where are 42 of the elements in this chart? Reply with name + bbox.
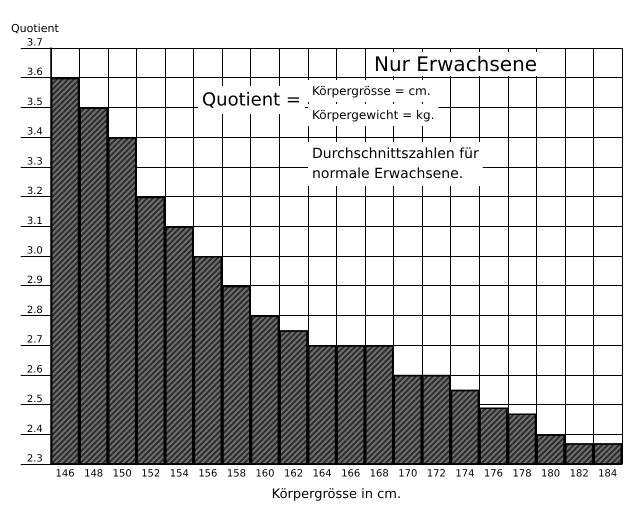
x-tick-label: 178	[512, 468, 532, 480]
x-tick-label: 180	[541, 468, 560, 480]
x-tick-label: 154	[170, 468, 189, 480]
x-tick-label: 172	[426, 468, 446, 480]
y-tick-label: 3.5	[26, 96, 43, 108]
x-tick-label: 160	[255, 468, 275, 480]
y-tick-label: 2.7	[26, 334, 43, 346]
x-tick-label: 148	[84, 468, 104, 480]
y-tick-label: 2.4	[26, 424, 43, 435]
x-tick-label: 174	[455, 468, 474, 480]
x-tick-label: 184	[598, 468, 618, 480]
x-tick-label: 156	[198, 468, 218, 480]
y-tick-label: 3.4	[26, 126, 43, 138]
y-tick-label: 3.2	[26, 186, 43, 198]
x-tick-label: 146	[56, 468, 75, 480]
x-tick-label: 162	[284, 468, 304, 480]
x-tick-label: 150	[112, 468, 132, 480]
y-tick-label: 2.9	[26, 275, 43, 286]
y-tick-label: 3.1	[26, 216, 43, 227]
y-tick-label: 3.3	[26, 156, 43, 168]
annotation: Quotient =	[202, 90, 301, 110]
x-tick-label: 168	[370, 468, 389, 480]
x-tick-label: 152	[141, 468, 160, 480]
x-tick-label: 176	[484, 468, 504, 480]
y-axis-title: Quotient	[11, 22, 60, 35]
x-axis-title: Körpergrösse in cm.	[272, 487, 402, 502]
y-tick-label: 3.0	[26, 246, 43, 256]
annotation: Körpergrösse = cm.	[312, 84, 431, 98]
y-tick-label: 2.5	[26, 394, 43, 406]
y-tick-label: 2.8	[26, 304, 43, 316]
x-tick-label: 182	[570, 468, 589, 480]
x-tick-label: 158	[226, 468, 246, 480]
x-tick-label: 170	[398, 468, 418, 480]
x-tick-label: 164	[312, 468, 332, 480]
y-tick-label: 2.6	[26, 364, 43, 376]
annotation: Durchschnittszahlen für normale Erwachsene.	[312, 146, 479, 182]
x-tick-label: 166	[341, 468, 360, 480]
y-tick-label: 2.3	[26, 454, 43, 464]
chart-title: Nur Erwachsene	[374, 52, 538, 76]
y-tick-label: 3.7	[26, 38, 43, 48]
y-tick-label: 3.6	[26, 67, 43, 78]
annotation: Körpergewicht = kg.	[312, 108, 434, 122]
